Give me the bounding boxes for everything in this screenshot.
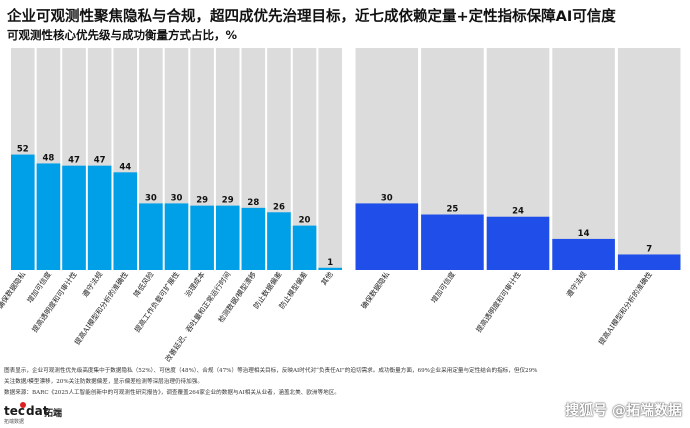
right-bar-4 xyxy=(617,254,681,270)
left-category-label-2: 提高透明度和可审计性 xyxy=(30,270,79,334)
left-bar-8 xyxy=(215,205,240,270)
left-value-label-3: 47 xyxy=(94,156,106,166)
left-track-11 xyxy=(292,48,317,270)
left-bar-2 xyxy=(62,165,86,270)
left-value-label-9: 28 xyxy=(247,198,259,208)
left-bar-5 xyxy=(139,203,163,270)
left-track-12 xyxy=(318,48,342,270)
right-category-label-0: 确保数据隐私 xyxy=(359,270,391,311)
chart-subtitle: 可观测性核心优先级与成功衡量方式占比，% xyxy=(7,28,238,42)
watermark: 搜狐号 @拓端数据 xyxy=(565,403,682,419)
left-category-label-4: 提高AI模型和分析的准确性 xyxy=(73,270,130,347)
left-value-label-0: 52 xyxy=(17,145,29,155)
left-value-label-12: 1 xyxy=(327,258,333,268)
left-bar-6 xyxy=(164,203,189,270)
left-category-label-6: 提高工作负载可扩展性 xyxy=(133,270,182,334)
left-bar-1 xyxy=(36,163,61,270)
left-chart: 52 确保数据隐私 48 增加可信度 47 提高透明度和可审计性 47 遵守法规 44 提高AI模… xyxy=(0,48,342,363)
right-bar-2 xyxy=(486,216,550,270)
right-category-label-1: 增加可信度 xyxy=(429,270,457,305)
chart-title: 企业可观测性聚焦隐私与合规，超四成优先治理目标，近七成依赖定量+定性指标保障AI… xyxy=(7,9,616,25)
left-value-label-6: 30 xyxy=(171,193,183,203)
note-line-2: 关注数据/模型漂移，20%关注防数据偏差，显示偏差检测等深层治理仍待加强。 xyxy=(4,379,203,385)
right-category-label-3: 遵守法规 xyxy=(564,270,588,299)
logo-text-tec: tec xyxy=(4,404,25,418)
right-track-3 xyxy=(552,48,615,270)
right-bar-1 xyxy=(421,214,484,270)
left-bar-9 xyxy=(241,207,266,270)
left-value-label-4: 44 xyxy=(119,162,131,172)
left-value-label-8: 29 xyxy=(222,196,234,206)
left-category-label-12: 其他 xyxy=(319,270,335,287)
right-bar-0 xyxy=(355,203,419,270)
left-category-label-3: 遵守法规 xyxy=(80,270,104,299)
left-category-label-1: 增加可信度 xyxy=(25,270,53,305)
left-bar-10 xyxy=(267,212,291,270)
right-value-label-3: 14 xyxy=(578,229,590,239)
logo-text-cn: 拓端 xyxy=(44,409,63,419)
bar-charts: 52 确保数据隐私 48 增加可信度 47 提高透明度和可审计性 47 遵守法规 44 提高AI模… xyxy=(0,48,681,363)
right-value-label-2: 24 xyxy=(512,207,524,217)
right-category-label-4: 提高AI模型和分析的准确性 xyxy=(597,270,654,347)
left-bar-0 xyxy=(11,154,35,270)
note-line-3: 数据来源：BARC《2025人工智能创新中的可观测性研究报告》，调查覆盖264家… xyxy=(4,390,340,396)
note-line-1: 图表显示，企业可观测性优先级高度集中于数据隐私（52%）、可信度（48%）、合规… xyxy=(4,368,538,374)
left-bar-11 xyxy=(292,225,317,270)
left-bar-3 xyxy=(87,165,112,270)
logo-subtext: 拓端数据 xyxy=(4,419,25,425)
right-chart: 30 确保数据隐私 25 增加可信度 24 提高透明度和可审计性 14 遵守法规 7 提高AI模型… xyxy=(355,48,681,347)
left-value-label-11: 20 xyxy=(299,216,311,226)
left-value-label-5: 30 xyxy=(145,193,157,203)
right-value-label-0: 30 xyxy=(381,193,393,203)
right-category-label-2: 提高透明度和可审计性 xyxy=(474,270,523,334)
right-track-4 xyxy=(617,48,681,270)
left-bar-12 xyxy=(318,267,342,270)
left-category-label-7: 治理成本 xyxy=(183,270,207,299)
logo-dot-icon xyxy=(20,402,26,408)
left-value-label-1: 48 xyxy=(43,153,55,163)
right-bar-3 xyxy=(552,238,615,270)
left-bar-7 xyxy=(190,205,214,270)
left-value-label-2: 47 xyxy=(68,156,80,166)
right-value-label-1: 25 xyxy=(446,205,458,215)
left-category-label-0: 确保数据隐私 xyxy=(0,270,27,311)
logo-text-dat: dat xyxy=(26,404,49,418)
right-value-label-4: 7 xyxy=(646,244,652,254)
left-value-label-10: 26 xyxy=(273,202,285,212)
left-bar-4 xyxy=(113,172,138,270)
tecdat-logo: tec dat 拓端 拓端数据 xyxy=(4,402,66,426)
left-value-label-7: 29 xyxy=(196,196,208,206)
left-category-label-5: 降低风险 xyxy=(132,269,156,298)
chart-notes: 图表显示，企业可观测性优先级高度集中于数据隐私（52%）、可信度（48%）、合规… xyxy=(4,366,537,399)
